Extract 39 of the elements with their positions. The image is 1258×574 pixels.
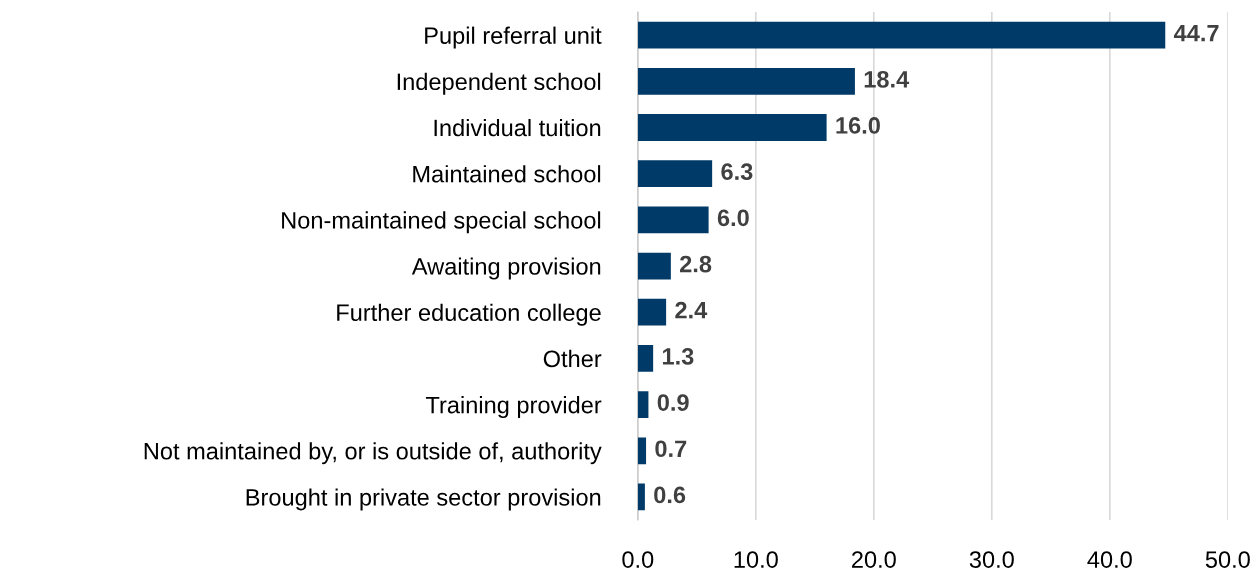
data-label: 1.3: [662, 348, 694, 365]
bar: [637, 206, 709, 234]
y-tick-label: Awaiting provision: [411, 257, 601, 280]
y-tick-label: Individual tuition: [434, 118, 601, 137]
data-label: 0.7: [655, 440, 687, 458]
y-tick-label: Maintained school: [413, 165, 601, 183]
y-tick-label: Not maintained by, or is outside of, authority: [144, 442, 602, 465]
bar: [637, 160, 713, 188]
data-label: 18.4: [864, 70, 910, 88]
data-label: 16.0: [836, 117, 880, 134]
bar: [637, 252, 671, 280]
y-tick-label: Independent school: [397, 72, 601, 95]
bar: [637, 437, 647, 465]
data-label: 0.9: [657, 394, 689, 411]
y-tick-label: Brought in private sector provision: [246, 488, 601, 511]
bar: [637, 114, 827, 141]
y-tick-label: Pupil referral unit: [425, 26, 602, 49]
x-tick-label: 50.0: [1205, 551, 1250, 568]
data-label: 6.0: [717, 209, 749, 227]
data-label: 44.7: [1173, 25, 1219, 42]
bar: [637, 21, 1166, 49]
y-tick-label: Training provider: [425, 396, 602, 419]
bar: [637, 391, 649, 418]
bar: [637, 67, 855, 95]
x-tick-label: 40.0: [1087, 551, 1132, 568]
y-tick-label: Other: [543, 349, 602, 368]
x-tick-label: 10.0: [734, 551, 778, 568]
y-tick-label: Non-maintained special school: [282, 211, 601, 234]
data-label: 2.4: [675, 301, 708, 319]
data-label: 2.8: [680, 255, 712, 273]
data-label: 0.6: [654, 486, 686, 504]
bar: [637, 345, 654, 372]
x-tick-label: 20.0: [852, 551, 896, 568]
x-tick-label: 30.0: [969, 551, 1014, 568]
data-label: 6.3: [721, 163, 753, 181]
x-tick-label: 0.0: [622, 551, 654, 568]
y-tick-label: Further education college: [337, 303, 601, 326]
bar: [637, 298, 667, 326]
bar: [637, 483, 645, 511]
